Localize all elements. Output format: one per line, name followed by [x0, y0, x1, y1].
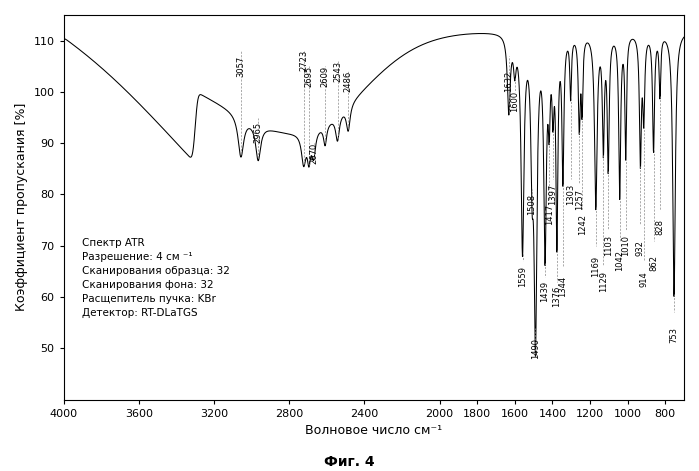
Text: 862: 862 — [649, 255, 658, 271]
Text: Фиг. 4: Фиг. 4 — [324, 455, 375, 469]
Text: 1490: 1490 — [531, 338, 540, 358]
Text: 1632: 1632 — [504, 71, 513, 92]
Text: 2486: 2486 — [344, 71, 353, 92]
Text: 2670: 2670 — [309, 142, 318, 164]
Text: Спектр ATR
Разрешение: 4 см ⁻¹
Сканирования образца: 32
Сканирования фона: 32
Ра: Спектр ATR Разрешение: 4 см ⁻¹ Сканирова… — [82, 238, 230, 318]
Text: 2543: 2543 — [333, 61, 342, 81]
Text: 3057: 3057 — [236, 55, 245, 76]
Text: 1344: 1344 — [559, 276, 568, 297]
Text: 1417: 1417 — [545, 204, 554, 225]
Text: 1508: 1508 — [528, 194, 537, 215]
Text: 932: 932 — [636, 240, 645, 256]
Text: 1376: 1376 — [552, 286, 561, 307]
Text: 1129: 1129 — [599, 271, 608, 292]
Text: 1303: 1303 — [566, 184, 575, 205]
Text: 1439: 1439 — [540, 281, 549, 302]
Text: 1169: 1169 — [591, 255, 600, 276]
Text: 914: 914 — [640, 271, 648, 287]
Text: 1600: 1600 — [510, 91, 519, 113]
Text: 1559: 1559 — [518, 266, 527, 287]
Text: 2965: 2965 — [254, 122, 263, 143]
Text: 1042: 1042 — [615, 251, 624, 271]
Text: 2609: 2609 — [321, 65, 330, 87]
Text: 753: 753 — [670, 327, 679, 343]
Text: 2695: 2695 — [305, 65, 313, 87]
Text: 1257: 1257 — [575, 189, 584, 210]
Text: 1397: 1397 — [549, 184, 558, 205]
Text: 1242: 1242 — [577, 214, 586, 236]
Text: 1103: 1103 — [604, 235, 613, 256]
Text: 828: 828 — [656, 219, 665, 236]
Text: 2723: 2723 — [299, 50, 308, 72]
Y-axis label: Коэффициент пропускания [%]: Коэффициент пропускания [%] — [15, 103, 28, 311]
Text: 1010: 1010 — [621, 235, 630, 256]
X-axis label: Волновое число см⁻¹: Волновое число см⁻¹ — [305, 424, 442, 437]
